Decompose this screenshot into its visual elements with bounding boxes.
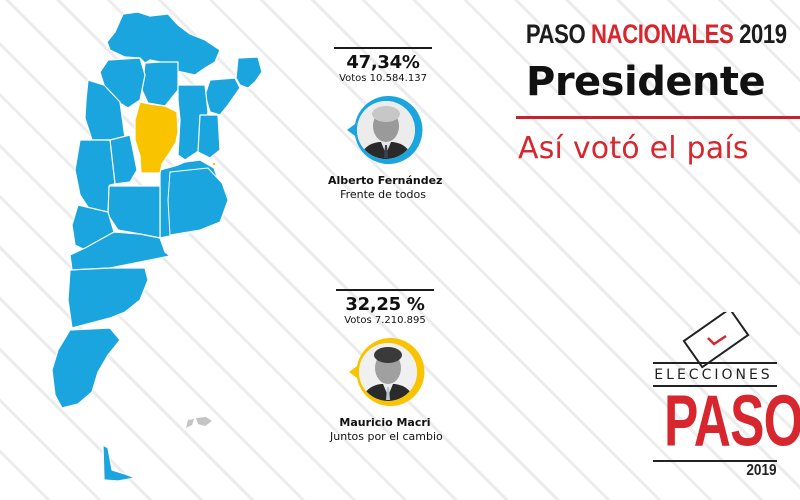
province-santacruz [51, 327, 121, 409]
kicker-paso: PASO [525, 19, 586, 49]
vote-count: Votos 10.584.137 [339, 73, 427, 84]
divider [653, 460, 777, 462]
ballot-icon [682, 312, 750, 369]
province-cordoba [134, 101, 179, 174]
falkland-islands [186, 417, 212, 428]
portrait-icon [359, 343, 417, 401]
province-chubut [67, 267, 149, 329]
vote-percentage: 32,25 % [345, 294, 425, 315]
divider [653, 362, 777, 364]
divider [336, 289, 434, 291]
page-subtitle: Así votó el país [518, 131, 749, 166]
page-title: Presidente [526, 59, 766, 105]
logo-year: 2019 [746, 462, 777, 479]
kicker-nacionales: NACIONALES [591, 19, 734, 49]
candidate-party: Frente de todos [340, 188, 426, 201]
divider [334, 47, 432, 49]
header-kicker: PASO NACIONALES 2019 [516, 18, 787, 50]
province-misiones [235, 56, 263, 89]
province-rionegro [69, 231, 171, 271]
portrait-icon [357, 101, 415, 159]
kicker-year: 2019 [739, 19, 787, 49]
elecciones-paso-logo: ELECCIONES PASO 2019 [650, 312, 800, 487]
header: PASO NACIONALES 2019 Presidente Así votó… [516, 18, 800, 167]
province-santiago [141, 61, 179, 107]
divider [653, 385, 777, 387]
province-corrientes [204, 77, 241, 116]
logo-elecciones: ELECCIONES [654, 367, 773, 383]
province-north [106, 11, 221, 76]
vote-count: Votos 7.210.895 [344, 315, 426, 326]
province-lapampa [107, 185, 161, 239]
candidate-name: Mauricio Macri [339, 416, 431, 429]
candidate-card-macri: 32,25 % Votos 7.210.895 Mauricio Macri J… [330, 289, 443, 444]
candidate-card-fernandez: 47,34% Votos 10.584.137 Alberto Fernánde… [328, 47, 443, 202]
avatar-macri [343, 330, 427, 414]
province-caba-dot [213, 163, 215, 165]
province-entrerios [197, 114, 221, 159]
province-catamarca-tucuman [99, 57, 146, 109]
province-tierradelfuego [102, 444, 136, 482]
avatar-fernandez [341, 88, 425, 172]
logo-paso: PASO [663, 379, 800, 461]
candidate-name: Alberto Fernández [328, 174, 443, 187]
divider [516, 116, 800, 119]
vote-percentage: 47,34% [346, 52, 420, 73]
candidate-party: Juntos por el cambio [330, 430, 443, 443]
argentina-map [51, 11, 263, 482]
